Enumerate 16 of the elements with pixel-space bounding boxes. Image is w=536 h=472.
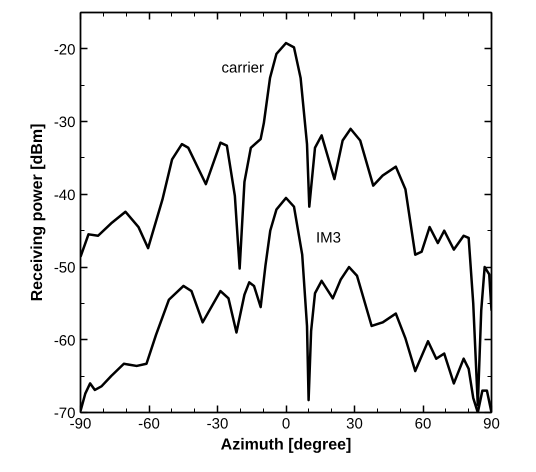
- y-tick-label: -60: [54, 332, 76, 350]
- x-tick-label: 0: [282, 416, 290, 432]
- y-tick-label: -70: [54, 405, 76, 422]
- y-tick-label: -20: [54, 41, 76, 58]
- x-tick-label: 30: [346, 416, 363, 432]
- y-tick-label: -40: [54, 186, 76, 204]
- y-tick-label: -50: [54, 260, 76, 277]
- x-axis-title: Azimuth [degree]: [220, 436, 352, 454]
- y-tick-label: -30: [54, 114, 76, 132]
- x-tick-label: -30: [206, 416, 228, 432]
- series-label: IM3: [316, 229, 342, 246]
- y-axis-title: Receiving power [dBm]: [28, 124, 46, 302]
- series-label: carrier: [222, 60, 264, 77]
- x-tick-label: 90: [483, 416, 500, 432]
- x-tick-label: -60: [138, 416, 160, 432]
- x-tick-label: 60: [414, 416, 432, 432]
